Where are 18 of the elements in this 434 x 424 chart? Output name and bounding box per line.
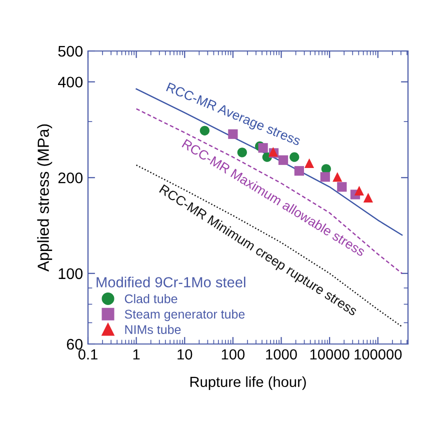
y-axis-title: Applied stress (MPa) [37, 124, 52, 272]
x-axis-title: Rupture life (hour) [190, 376, 306, 390]
x-tick-label: 0.1 [78, 349, 98, 360]
legend-label: NIMs tube [125, 324, 181, 334]
y-tick-label: 60 [66, 338, 83, 350]
y-tick-label: 100 [58, 268, 83, 280]
x-tick-label: 10000 [310, 349, 350, 360]
legend-label: Clad tube [124, 294, 178, 304]
legend-label: Steam generator tube [124, 309, 245, 322]
x-tick-label: 10 [178, 349, 192, 360]
x-tick-label: 1 [133, 349, 140, 360]
y-tick-label: 200 [58, 172, 83, 184]
x-tick-label: 100 [222, 349, 245, 360]
legend-title: Modified 9Cr-1Mo steel [96, 276, 246, 288]
x-tick-label: 1000 [266, 349, 297, 360]
y-tick-label: 500 [58, 46, 83, 57]
y-tick-label: 400 [58, 76, 83, 88]
x-tick-label: 100000 [354, 349, 402, 360]
